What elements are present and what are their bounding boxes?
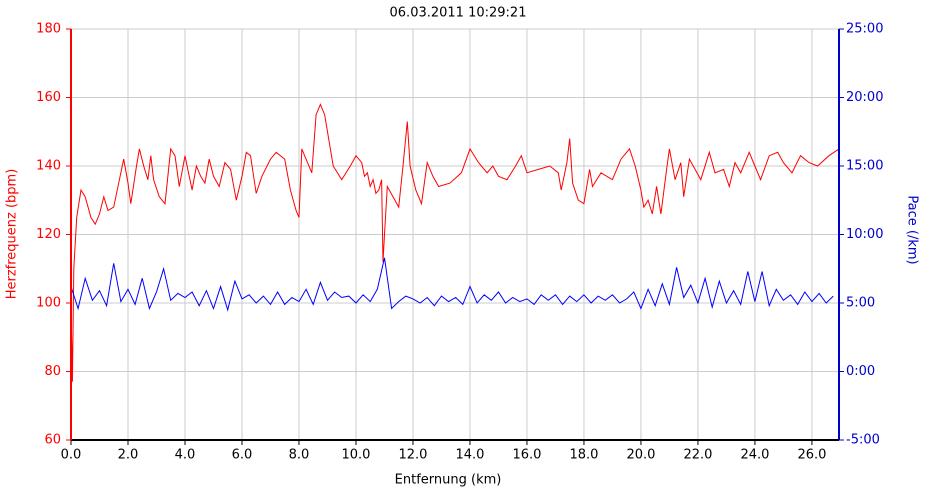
y-axis-label: Herzfrequenz (bpm) xyxy=(5,169,20,300)
y-tick-label: 60 xyxy=(44,433,61,448)
x-tick-label: 6.0 xyxy=(232,448,253,463)
x-tick-label: 24.0 xyxy=(740,448,769,463)
x-tick-label: 16.0 xyxy=(512,448,541,463)
x-tick-label: 14.0 xyxy=(455,448,484,463)
y-tick-label: 80 xyxy=(44,364,61,379)
y2-tick-label: 0:00 xyxy=(846,364,875,379)
y2-tick-label: 15:00 xyxy=(846,159,883,174)
x-tick-label: 10.0 xyxy=(341,448,370,463)
x-tick-label: 22.0 xyxy=(683,448,712,463)
y2-axis-label: Pace (/km) xyxy=(905,195,920,264)
line-series xyxy=(70,103,840,382)
x-tick-label: 8.0 xyxy=(289,448,310,463)
y2-tick-label: 10:00 xyxy=(846,227,883,242)
y2-tick-label: 5:00 xyxy=(846,296,875,311)
y2-tick-label: 25:00 xyxy=(846,22,883,37)
x-axis-label: Entfernung (km) xyxy=(395,473,502,488)
y-tick-label: 100 xyxy=(36,296,61,311)
y-tick-label: 120 xyxy=(36,227,61,242)
y2-tick-label: 20:00 xyxy=(846,90,883,105)
x-tick-label: 0.0 xyxy=(61,448,82,463)
x-tick-label: 20.0 xyxy=(626,448,655,463)
x-tick-label: 4.0 xyxy=(175,448,196,463)
x-tick-label: 26.0 xyxy=(797,448,826,463)
x-tick-label: 2.0 xyxy=(118,448,139,463)
chart-title: 06.03.2011 10:29:21 xyxy=(390,6,527,21)
x-tick-label: 12.0 xyxy=(398,448,427,463)
y-tick-label: 140 xyxy=(36,159,61,174)
y-tick-label: 180 xyxy=(36,22,61,37)
x-tick-label: 18.0 xyxy=(569,448,598,463)
line-series xyxy=(70,257,834,312)
y-tick-label: 160 xyxy=(36,90,61,105)
y2-tick-label: -5:00 xyxy=(846,433,880,448)
